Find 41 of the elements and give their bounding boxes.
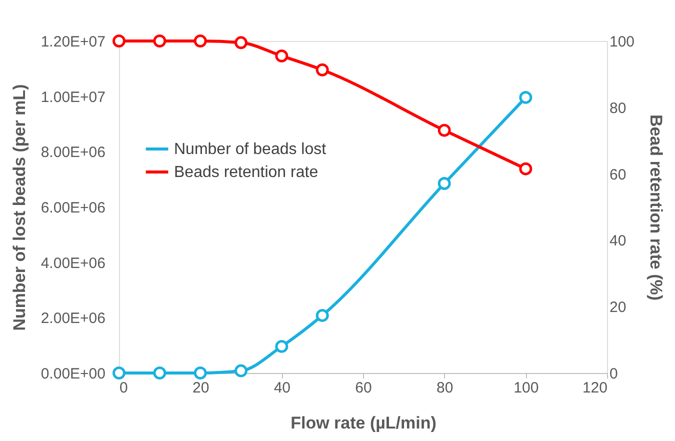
point: [275, 340, 288, 353]
point: [234, 364, 248, 378]
y-tick-label: 0.00E+00: [40, 366, 106, 382]
y2-tick-label: 0: [610, 366, 618, 382]
x-tick-label: 80: [436, 380, 454, 396]
point: [438, 124, 451, 137]
x-tick-label: 40: [274, 380, 291, 396]
y2-tick-label: 40: [610, 232, 626, 250]
point: [316, 63, 329, 76]
x-tick-label: 0: [120, 380, 128, 396]
point: [316, 308, 329, 322]
x-tick-label: 60: [355, 380, 372, 396]
legend-label: Number of beads lost: [174, 141, 327, 158]
point: [234, 36, 248, 50]
point: [112, 366, 126, 380]
y2-tick-label: 60: [610, 166, 626, 184]
x-tick-label: 100: [514, 380, 539, 396]
y-tick-label: 6.00E+06: [40, 200, 106, 216]
y-tick-label: 1.00E+07: [40, 88, 106, 106]
y2-tick-label: 80: [610, 100, 626, 117]
y-tick-label: 8.00E+06: [40, 144, 106, 162]
y2-tick-label: 100: [610, 34, 635, 50]
y2-tick-label: 20: [610, 299, 626, 316]
point: [519, 162, 532, 176]
x-tick-label: 20: [192, 380, 210, 396]
x-axis-title: Flow rate (µL/min): [290, 414, 436, 432]
point: [519, 90, 532, 104]
x-tick-label: 120: [582, 380, 608, 396]
point: [112, 34, 126, 48]
y-tick-label: 1.20E+07: [40, 34, 106, 50]
y-axis-title: Number of lost beads (per mL): [10, 84, 29, 331]
legend-label: Beads retention rate: [174, 164, 318, 181]
y-tick-label: 2.00E+06: [40, 310, 106, 328]
point: [438, 177, 451, 190]
y2-axis-title: Bead retention rate (%): [646, 114, 666, 301]
point: [153, 34, 166, 48]
y-tick-label: 4.00E+06: [40, 254, 106, 272]
point: [153, 366, 166, 380]
point: [275, 49, 288, 62]
point: [194, 366, 207, 380]
point: [194, 34, 207, 48]
